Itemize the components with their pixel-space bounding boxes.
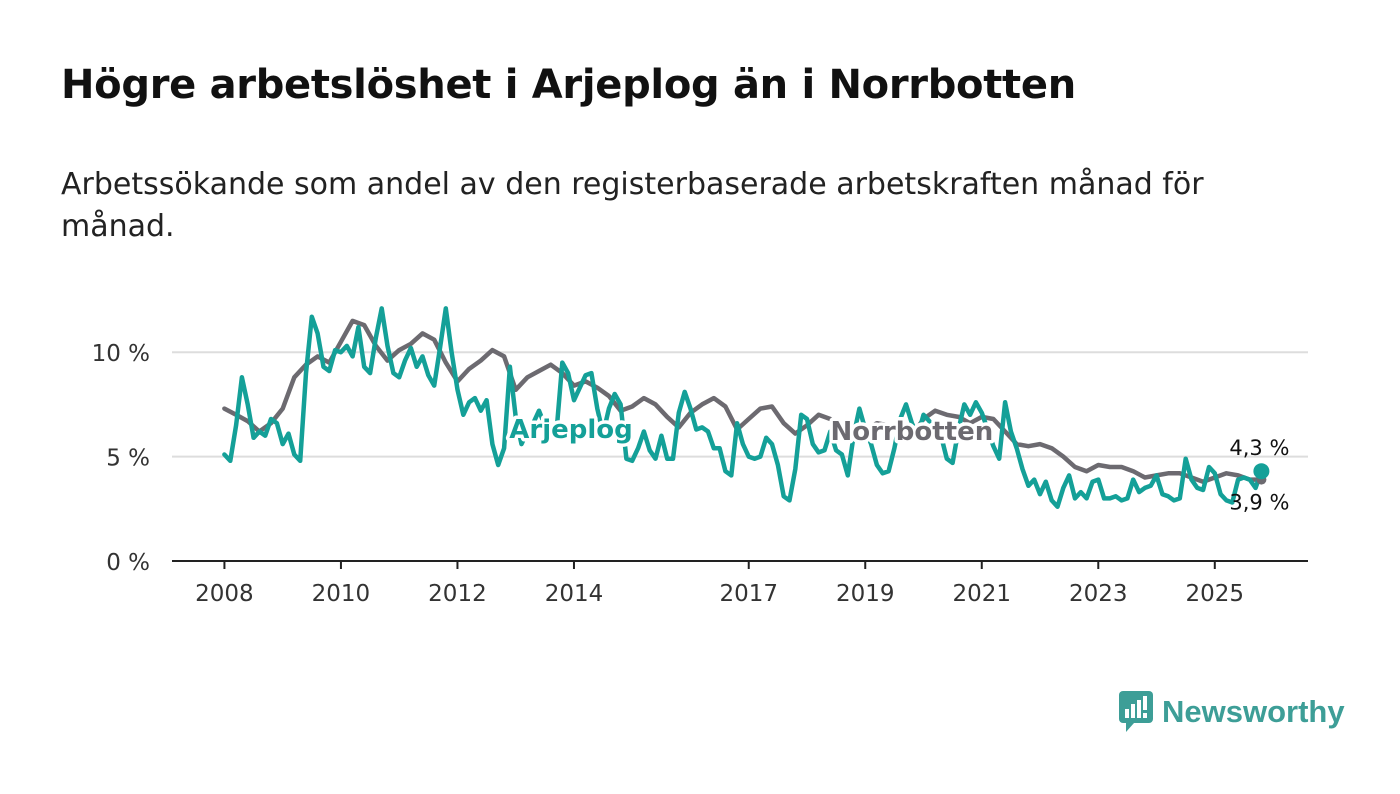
x-tick-label: 2008 <box>195 581 254 607</box>
end-point-arjeplog <box>1253 463 1270 480</box>
end-label-arjeplog: 4,3 % <box>1229 436 1289 460</box>
x-tick-label: 2012 <box>428 581 487 607</box>
x-tick-label: 2019 <box>836 581 895 607</box>
y-tick-label: 10 % <box>92 341 150 367</box>
x-tick-label: 2021 <box>952 581 1011 607</box>
x-tick-label: 2017 <box>719 581 778 607</box>
series-label-norrbotten: Norrbotten <box>830 417 993 447</box>
chart-title: Högre arbetslöshet i Arjeplog än i Norrb… <box>61 62 1076 108</box>
x-tick-label: 2010 <box>312 581 371 607</box>
x-tick-label: 2025 <box>1186 581 1245 607</box>
y-tick-label: 0 % <box>106 550 150 576</box>
series-line-arjeplog <box>222 306 1264 509</box>
newsworthy-logo-text: Newsworthy <box>1162 694 1345 729</box>
series-label-arjeplog: Arjeplog <box>509 415 633 445</box>
y-tick-label: 5 % <box>106 446 150 472</box>
end-label-norrbotten: 3,9 % <box>1229 491 1289 515</box>
x-tick-label: 2014 <box>545 581 604 607</box>
newsworthy-logo-icon <box>1119 691 1153 732</box>
x-tick-label: 2023 <box>1069 581 1128 607</box>
series-line-norrbotten <box>222 318 1264 484</box>
chart-subtitle: Arbetssökande som andel av den registerb… <box>61 167 1204 244</box>
newsworthy-logo: Newsworthy <box>1118 690 1345 734</box>
